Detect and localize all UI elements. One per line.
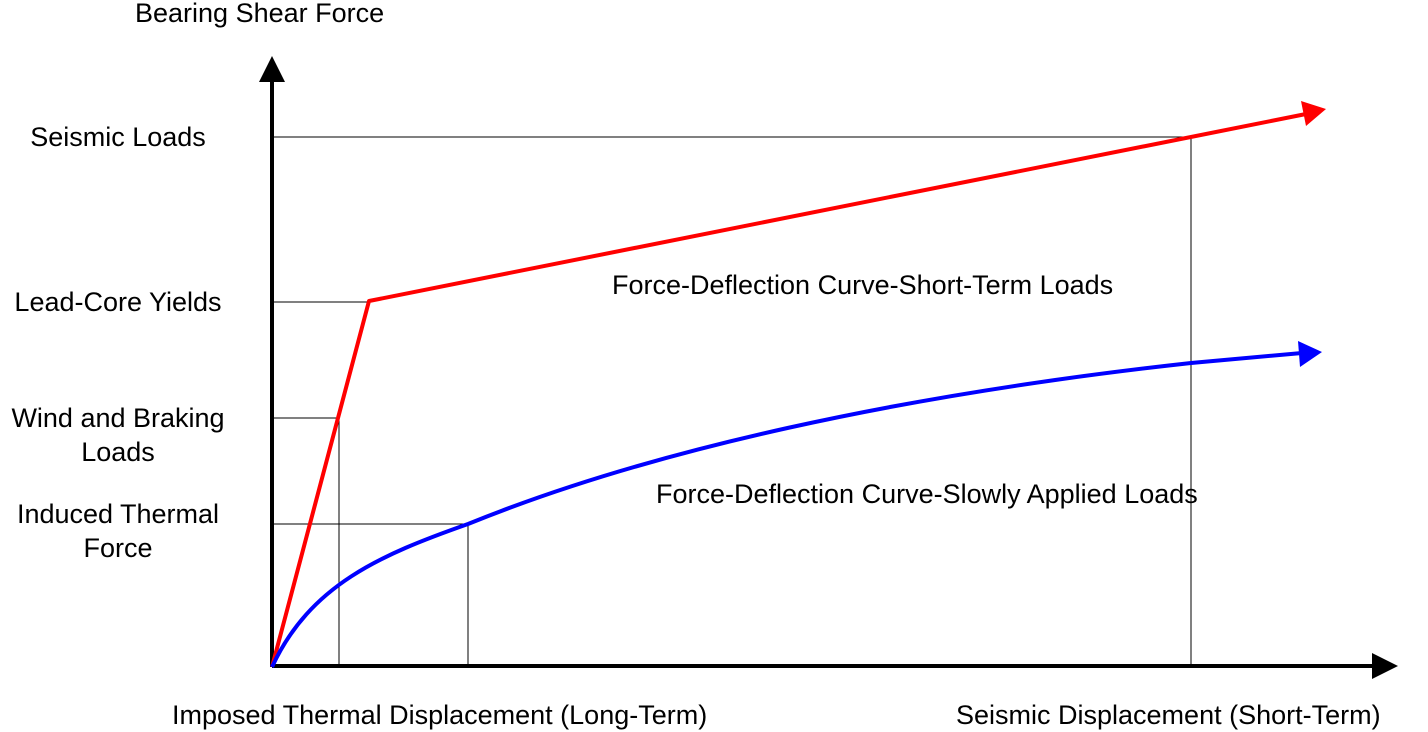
short-term-curve-arrowhead bbox=[1301, 101, 1326, 126]
lead-core-yields-label: Lead-Core Yields bbox=[14, 287, 222, 317]
x-axis-arrowhead bbox=[1372, 653, 1398, 679]
thermal-force-label-line1: Induced Thermal bbox=[16, 499, 220, 529]
y-axis-title: Bearing Shear Force bbox=[135, 0, 385, 28]
short-term-curve-label: Force-Deflection Curve-Short-Term Loads bbox=[612, 270, 1114, 300]
x-label-seismic-displacement: Seismic Displacement (Short-Term) bbox=[956, 700, 1381, 730]
wind-braking-label-line1: Wind and Braking bbox=[11, 403, 225, 433]
x-label-thermal-displacement: Imposed Thermal Displacement (Long-Term) bbox=[172, 700, 708, 730]
y-axis-arrowhead bbox=[259, 56, 285, 82]
slow-curve-label: Force-Deflection Curve-Slowly Applied Lo… bbox=[656, 479, 1198, 509]
thermal-force-label-line2: Force bbox=[83, 533, 153, 563]
slow-curve-arrowhead bbox=[1298, 341, 1322, 367]
wind-braking-label-line2: Loads bbox=[81, 437, 155, 467]
slow-curve bbox=[270, 351, 1303, 668]
short-term-curve bbox=[270, 112, 1307, 668]
seismic-loads-label: Seismic Loads bbox=[30, 122, 206, 152]
